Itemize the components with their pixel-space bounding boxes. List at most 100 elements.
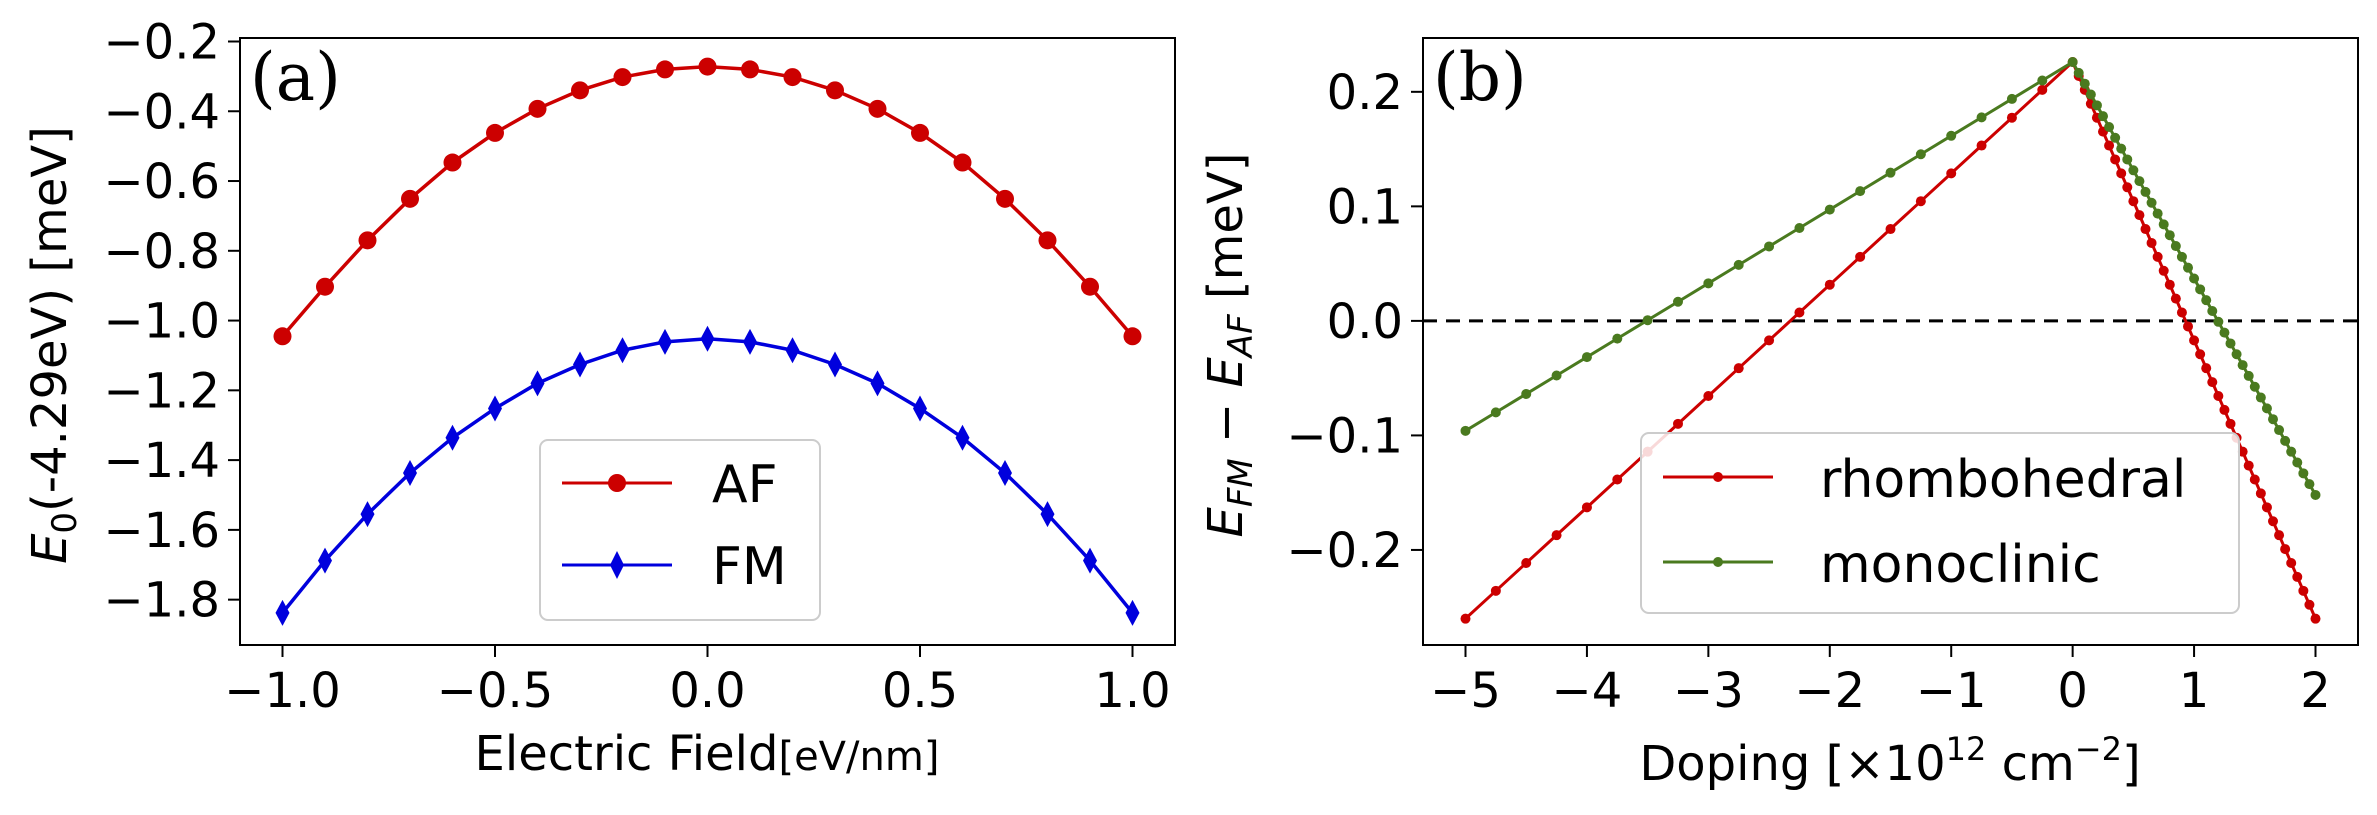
data-point-monoclinic: [2085, 89, 2096, 100]
data-point-monoclinic: [2122, 154, 2133, 165]
panel-a-y-label-base: E: [22, 533, 78, 564]
panel-a: −0.2 −0.4 −0.6 −0.8 −1.0 −1.2 −1.4 −1.6 −1.8 −1.…: [22, 14, 1176, 782]
panel-a-y-label-rest: (-4.29eV) [meV]: [22, 126, 78, 512]
data-point-rhombohedral: [2037, 84, 2048, 95]
panel-b-x-axis-label: Doping [×1012 cm−2]: [1639, 730, 2140, 792]
data-point-af: [443, 153, 462, 172]
data-point-rhombohedral: [2146, 237, 2157, 248]
panel-b-y-label-e1: E: [1198, 506, 1254, 537]
data-point-monoclinic: [1915, 149, 1926, 160]
panel-a-y-tick-label: −1.4: [103, 433, 220, 489]
data-point-monoclinic: [1855, 186, 1866, 197]
data-point-rhombohedral: [2110, 154, 2121, 165]
panel-a-y-label-sub: 0: [45, 512, 85, 534]
panel-b-x-label-sup2: −2: [2075, 730, 2122, 768]
data-point-monoclinic: [2261, 403, 2272, 414]
data-point-af: [996, 189, 1014, 208]
data-point-af: [358, 231, 377, 250]
data-point-rhombohedral: [2268, 516, 2278, 527]
data-point-rhombohedral: [2274, 530, 2285, 541]
panel-b-y-label-mid: −: [1198, 388, 1254, 459]
panel-b-x-tick-label: 0: [2057, 663, 2088, 719]
data-point-rhombohedral: [2134, 210, 2145, 221]
data-point-fm: [445, 424, 460, 451]
panel-a-y-tick-label: −0.6: [103, 154, 220, 210]
data-point-monoclinic: [2304, 479, 2315, 490]
data-point-monoclinic: [2073, 67, 2084, 78]
data-point-monoclinic: [2298, 468, 2309, 479]
data-point-monoclinic: [1764, 241, 1775, 252]
data-point-monoclinic: [1551, 370, 1562, 381]
data-point-monoclinic: [2128, 165, 2139, 176]
data-point-monoclinic: [2110, 132, 2121, 143]
data-point-fm: [955, 424, 970, 451]
legend-monoclinic-marker: [1713, 557, 1723, 567]
data-point-af: [528, 99, 547, 118]
panel-b-y-label-s1: FM: [1221, 458, 1261, 507]
data-point-fm: [828, 351, 842, 378]
data-point-af: [826, 81, 844, 100]
data-point-rhombohedral: [2310, 613, 2321, 624]
legend-af-marker: [608, 474, 626, 492]
data-point-rhombohedral: [2152, 251, 2163, 262]
data-point-rhombohedral: [1581, 502, 1592, 513]
data-point-monoclinic: [2158, 219, 2169, 230]
data-point-monoclinic: [2176, 251, 2187, 262]
data-point-monoclinic: [2237, 360, 2248, 371]
panel-b-x-tick-label: −5: [1430, 663, 1501, 719]
panel-b-legend-box: [1640, 432, 2240, 614]
data-point-monoclinic: [2213, 316, 2224, 327]
data-point-monoclinic: [2140, 186, 2151, 197]
panel-a-label: (a): [250, 39, 341, 116]
panel-a-x-label-main: Electric Field: [475, 726, 779, 782]
data-point-af: [401, 189, 419, 208]
data-point-monoclinic: [2183, 262, 2193, 273]
data-point-monoclinic: [1824, 204, 1835, 215]
data-point-monoclinic: [2091, 100, 2102, 111]
data-point-monoclinic: [2274, 425, 2285, 436]
panel-a-y-axis-label: E0(-4.29eV) [meV]: [22, 126, 85, 564]
panel-b-y-tick-label: 0.1: [1327, 179, 1403, 235]
panel-a-x-axis-label: Electric Field[eV/nm]: [475, 726, 940, 782]
data-point-af: [698, 57, 717, 76]
panel-a-x-tick-label: 0.0: [669, 663, 745, 719]
data-point-af: [741, 60, 759, 79]
data-point-monoclinic: [1673, 296, 1683, 307]
panel-b-x-label-text2: cm: [1986, 736, 2074, 792]
data-point-fm: [318, 547, 332, 574]
data-point-af: [571, 81, 589, 100]
panel-a-legend: AF FM: [539, 439, 821, 621]
data-point-monoclinic: [2164, 230, 2175, 241]
data-point-monoclinic: [2170, 241, 2181, 252]
data-point-monoclinic: [2219, 327, 2230, 338]
data-point-rhombohedral: [2006, 112, 2017, 123]
legend-fm-marker: [610, 551, 624, 579]
data-point-rhombohedral: [1733, 363, 1744, 374]
data-point-monoclinic: [2225, 338, 2236, 349]
panel-b-y-label-s2: AF: [1221, 314, 1261, 359]
panel-b-series: [1460, 57, 2321, 624]
data-point-monoclinic: [2268, 414, 2278, 425]
panel-b-x-tick-label: 1: [2179, 663, 2210, 719]
data-point-monoclinic: [2146, 197, 2157, 208]
data-point-monoclinic: [1521, 388, 1532, 399]
data-point-rhombohedral: [2225, 418, 2236, 429]
data-point-af: [656, 60, 674, 79]
data-point-monoclinic: [2292, 457, 2303, 468]
data-point-monoclinic: [2231, 349, 2242, 360]
data-point-fm: [700, 325, 715, 352]
data-point-monoclinic: [1490, 407, 1501, 418]
panel-b-x-label-text: Doping [×10: [1639, 736, 1945, 792]
data-point-monoclinic: [2067, 57, 2078, 68]
data-point-rhombohedral: [2255, 488, 2266, 499]
data-point-fm: [998, 460, 1012, 487]
data-point-rhombohedral: [2280, 544, 2291, 555]
panel-b-x-label-sup: 12: [1946, 730, 1987, 768]
panel-a-y-ticks: −0.2 −0.4 −0.6 −0.8 −1.0 −1.2 −1.4 −1.6 −1.8: [103, 14, 240, 629]
data-point-monoclinic: [1642, 315, 1653, 326]
panel-a-y-tick-label: −1.0: [103, 294, 220, 350]
panel-b-x-tick-label: −1: [1916, 663, 1987, 719]
data-point-rhombohedral: [1976, 140, 1987, 151]
legend-monoclinic-label: monoclinic: [1820, 535, 2101, 595]
